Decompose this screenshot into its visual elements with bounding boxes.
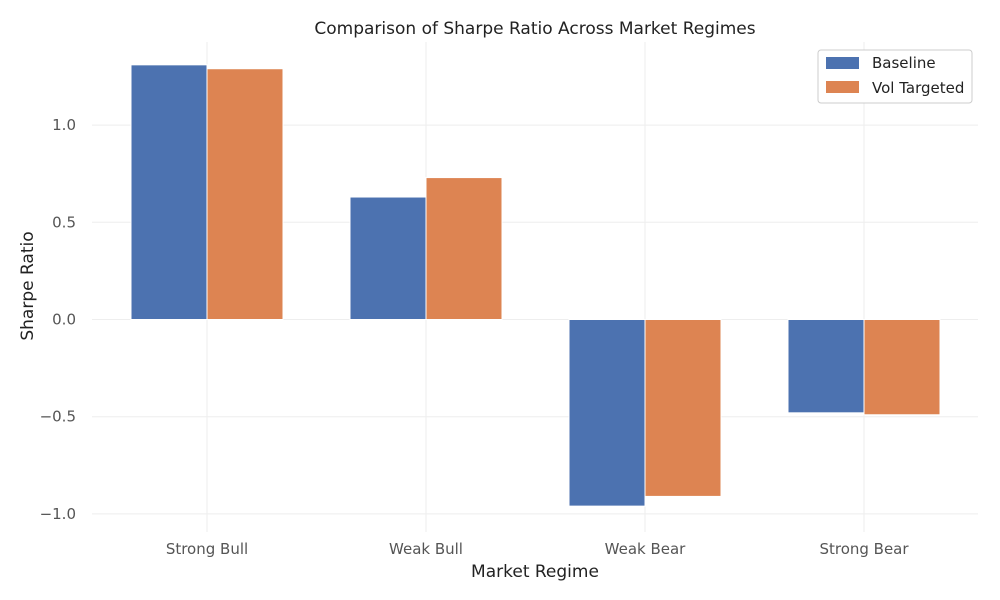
legend-label-vol-targeted: Vol Targeted (872, 79, 964, 97)
legend-swatch-vol-targeted (826, 81, 859, 93)
bar-baseline (349, 196, 427, 320)
y-tick-label: 1.0 (52, 116, 76, 134)
y-axis-title: Sharpe Ratio (18, 231, 38, 340)
y-tick-label: −0.5 (40, 408, 76, 426)
bar-baseline (130, 64, 208, 320)
bar-baseline (787, 319, 865, 414)
bar-vol-targeted (425, 177, 503, 320)
legend-swatch-baseline (826, 57, 859, 69)
y-tick-label: 0.5 (52, 213, 76, 231)
bars (130, 64, 941, 507)
x-tick-label: Weak Bear (605, 540, 687, 558)
x-axis-title: Market Regime (471, 562, 599, 582)
bar-vol-targeted (863, 319, 941, 416)
legend: Baseline Vol Targeted (817, 49, 973, 104)
chart-title: Comparison of Sharpe Ratio Across Market… (314, 19, 755, 39)
y-tick-label: −1.0 (40, 505, 76, 523)
legend-label-baseline: Baseline (872, 54, 936, 72)
bar-baseline (568, 319, 646, 507)
x-tick-label: Strong Bull (166, 540, 248, 558)
bar-vol-targeted (644, 319, 722, 497)
x-axis-ticks: Strong Bull Weak Bull Weak Bear Strong Bear (166, 540, 910, 558)
y-axis-ticks: 1.0 0.5 0.0 −0.5 −1.0 (40, 116, 76, 523)
bar-vol-targeted (206, 68, 284, 320)
x-tick-label: Strong Bear (819, 540, 909, 558)
y-tick-label: 0.0 (52, 311, 76, 329)
x-tick-label: Weak Bull (389, 540, 463, 558)
